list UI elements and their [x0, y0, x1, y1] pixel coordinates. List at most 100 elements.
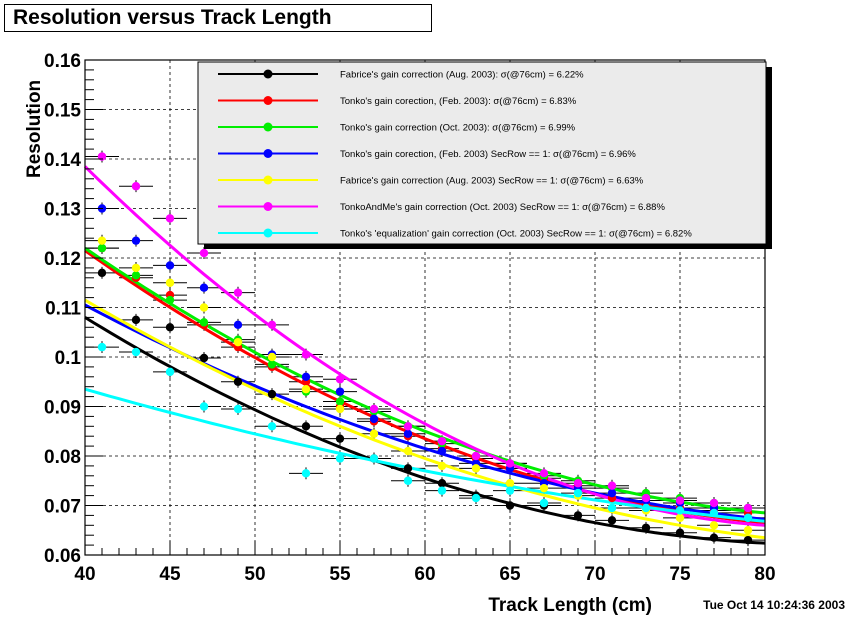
- data-point: [199, 248, 209, 258]
- data-point: [471, 464, 481, 473]
- data-point: [505, 486, 515, 495]
- legend-label: Tonko's gain correction (Oct. 2003): σ(@…: [340, 123, 576, 134]
- x-tick-label: 70: [584, 564, 605, 585]
- fit-curve: [84, 316, 766, 545]
- x-tick-label: 55: [329, 564, 351, 585]
- data-point: [471, 451, 481, 461]
- y-tick-label: 0.15: [44, 101, 81, 122]
- y-tick-label: 0.06: [44, 546, 81, 567]
- data-point: [505, 479, 515, 488]
- data-point: [131, 315, 141, 325]
- data-point: [131, 182, 141, 191]
- data-point: [505, 501, 515, 510]
- y-tick-label: 0.09: [44, 398, 81, 419]
- data-point: [199, 402, 209, 411]
- data-point: [403, 446, 413, 456]
- data-point: [233, 320, 243, 330]
- y-tick-label: 0.07: [44, 497, 81, 518]
- data-point: [131, 263, 141, 273]
- data-point: [335, 454, 345, 463]
- data-point: [743, 526, 753, 535]
- data-point: [131, 347, 141, 357]
- data-point: [369, 429, 379, 438]
- data-point: [199, 303, 209, 312]
- data-point: [709, 508, 719, 518]
- data-point: [233, 288, 243, 297]
- data-point: [675, 496, 685, 505]
- data-point: [335, 397, 345, 406]
- axis-ticks: [84, 59, 766, 556]
- data-point: [675, 528, 685, 537]
- y-axis-label: Resolution: [24, 80, 45, 178]
- data-point: [301, 469, 311, 478]
- data-point: [233, 404, 243, 414]
- data-point: [403, 476, 413, 485]
- x-tick-label: 80: [754, 564, 775, 585]
- data-point: [505, 459, 515, 468]
- data-point: [573, 479, 583, 488]
- legend: Fabrice's gain correction (Aug. 2003): σ…: [197, 61, 772, 249]
- legend-marker: [263, 149, 273, 158]
- data-point: [539, 469, 549, 478]
- data-point: [369, 414, 379, 424]
- data-point: [743, 503, 753, 513]
- legend-label: Tonko's gain corection, (Feb. 2003) SecR…: [340, 149, 636, 160]
- fit-curve: [84, 249, 766, 525]
- data-point: [233, 377, 243, 386]
- data-point: [267, 422, 277, 431]
- data-point: [301, 350, 311, 359]
- x-tick-label: 65: [499, 564, 521, 585]
- data-point: [437, 461, 447, 471]
- legend-label: Tonko's 'equalization' gain correction (…: [340, 229, 692, 240]
- data-point: [335, 387, 345, 396]
- x-tick-label: 45: [159, 564, 181, 585]
- data-point: [165, 323, 175, 332]
- fit-curves: [83, 165, 766, 545]
- data-point: [403, 422, 413, 431]
- y-tick-label: 0.16: [44, 51, 81, 72]
- data-point: [131, 271, 141, 280]
- data-point: [743, 535, 753, 545]
- timestamp: Tue Oct 14 10:24:36 2003: [703, 598, 845, 612]
- data-point: [709, 521, 719, 530]
- data-point: [607, 481, 617, 490]
- data-point: [607, 488, 617, 498]
- chart-title: Resolution versus Track Length: [4, 4, 432, 32]
- data-point: [403, 429, 413, 438]
- data-point: [301, 384, 311, 394]
- x-axis-label: Track Length (cm): [488, 595, 652, 616]
- data-point: [97, 243, 107, 253]
- legend-marker: [263, 228, 273, 238]
- data-point: [233, 337, 243, 347]
- data-point: [539, 483, 549, 493]
- data-point: [709, 533, 719, 542]
- data-point: [573, 511, 583, 520]
- data-point: [267, 320, 277, 330]
- data-point: [369, 454, 379, 463]
- data-point: [471, 493, 481, 503]
- data-point: [641, 493, 651, 503]
- data-point: [97, 236, 107, 245]
- y-tick-label: 0.11: [45, 299, 81, 320]
- data-point: [539, 498, 549, 508]
- legend-marker: [263, 122, 273, 132]
- legend-label: Fabrice's gain correction (Aug. 2003) Se…: [340, 176, 644, 187]
- x-tick-label: 50: [244, 564, 265, 585]
- data-point: [267, 352, 277, 362]
- data-point: [675, 506, 685, 515]
- fit-curve: [84, 246, 766, 515]
- legend-marker: [263, 96, 273, 105]
- data-point: [607, 503, 617, 513]
- data-point: [641, 523, 651, 532]
- legend-marker: [263, 202, 273, 211]
- data-point: [199, 318, 209, 327]
- data-point: [335, 434, 345, 443]
- x-tick-label: 60: [414, 564, 435, 585]
- data-point: [369, 404, 379, 414]
- data-point: [573, 488, 583, 498]
- data-point: [165, 214, 175, 223]
- data-point: [335, 404, 345, 414]
- legend-marker: [263, 175, 273, 185]
- data-point: [437, 479, 447, 488]
